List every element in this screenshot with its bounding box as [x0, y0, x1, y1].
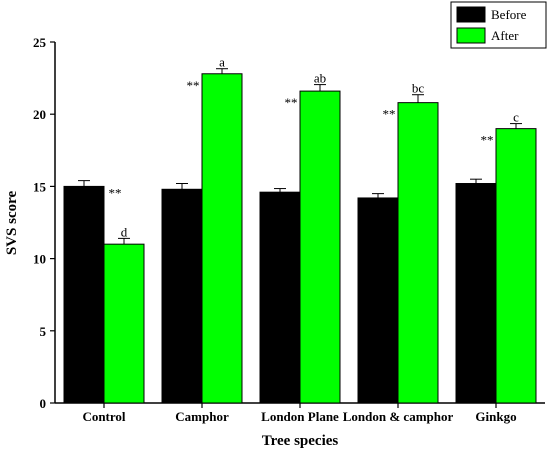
letter-label: bc — [412, 81, 425, 96]
y-tick-label: 0 — [40, 396, 47, 411]
y-tick-label: 20 — [33, 107, 46, 122]
x-tick-label: London Plane — [261, 409, 339, 424]
y-tick-label: 15 — [33, 179, 47, 194]
bar-before — [357, 197, 399, 404]
y-tick-label: 10 — [33, 252, 46, 267]
legend-swatch-after — [456, 27, 486, 44]
bar-after — [103, 243, 145, 404]
x-tick-label: Control — [82, 409, 125, 424]
legend-swatch-before — [456, 6, 486, 23]
letter-label: ab — [314, 71, 326, 86]
y-axis-label: SVS score — [4, 191, 20, 256]
legend: Before After — [450, 1, 547, 49]
bars — [63, 68, 537, 404]
x-tick-label: Ginkgo — [475, 409, 516, 424]
y-tick-label: 5 — [40, 324, 47, 339]
letter-label: c — [513, 110, 519, 125]
letter-label: a — [219, 55, 225, 70]
significance-mark: ** — [187, 78, 200, 93]
bar-before — [455, 183, 497, 404]
significance-mark: ** — [481, 133, 494, 148]
plot-area: 0 5 10 15 20 25 Control Camphor London Plane Lon… — [33, 35, 545, 424]
y-tick-label: 25 — [33, 35, 47, 50]
x-tick-label: Camphor — [175, 409, 229, 424]
bar-before — [259, 191, 301, 404]
bar-after — [201, 73, 243, 404]
bar-after — [299, 90, 341, 404]
y-ticks: 0 5 10 15 20 25 — [33, 35, 55, 411]
significance-mark: ** — [383, 107, 396, 122]
letter-label: d — [121, 224, 128, 239]
significance-mark: ** — [285, 95, 298, 110]
bar-before — [161, 188, 203, 404]
legend-label-after: After — [491, 28, 519, 43]
x-tick-label: London & camphor — [343, 409, 454, 424]
bar-after — [397, 102, 439, 404]
x-axis-label: Tree species — [262, 433, 339, 449]
annotations: ** d ** a ** ab ** bc ** c — [109, 55, 520, 240]
significance-mark: ** — [109, 185, 122, 200]
bar-before — [63, 185, 105, 404]
legend-label-before: Before — [491, 7, 527, 22]
x-ticks: Control Camphor London Plane London & camph… — [82, 403, 517, 424]
bar-after — [495, 128, 537, 404]
